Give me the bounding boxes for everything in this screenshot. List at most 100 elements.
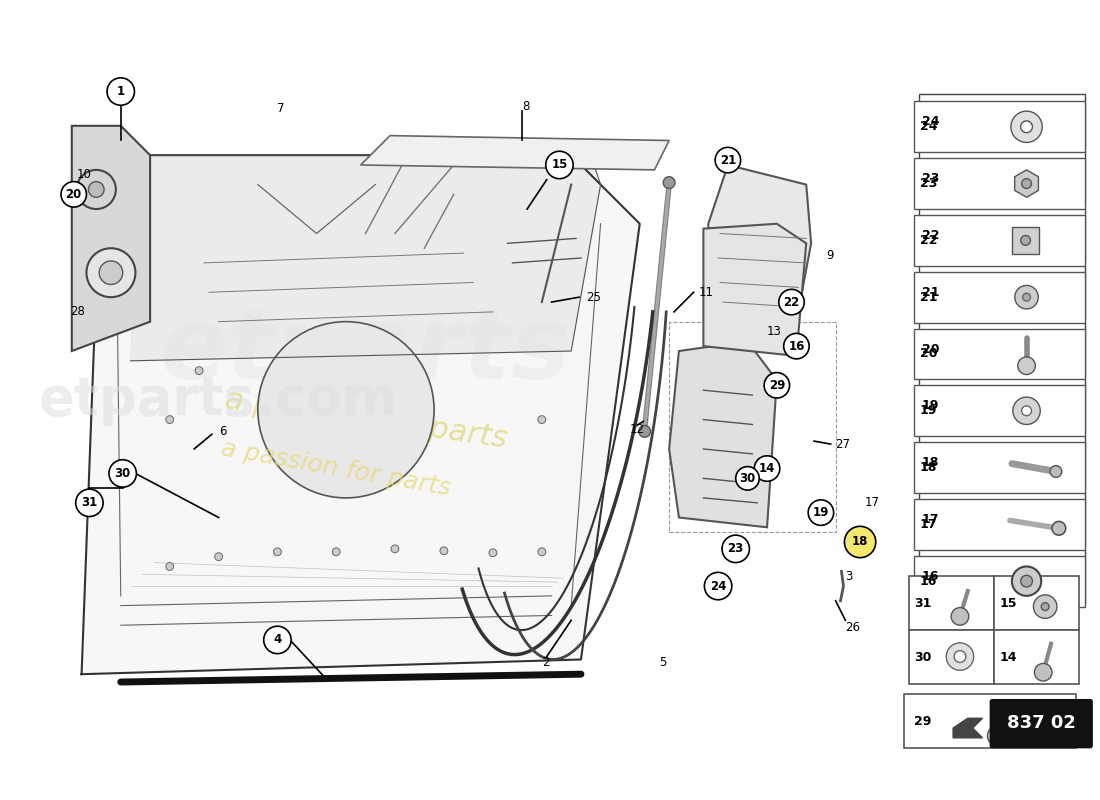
Text: 30: 30 [739, 472, 756, 485]
Text: 20: 20 [922, 342, 939, 355]
Text: 5: 5 [659, 656, 667, 669]
Circle shape [332, 548, 340, 556]
Circle shape [639, 426, 650, 438]
Circle shape [755, 456, 780, 482]
Text: 29: 29 [769, 379, 785, 392]
FancyBboxPatch shape [994, 576, 1079, 630]
Text: 16: 16 [922, 570, 939, 582]
Circle shape [274, 548, 282, 556]
Circle shape [1033, 595, 1057, 618]
FancyBboxPatch shape [918, 151, 1086, 205]
Text: 24: 24 [922, 115, 939, 128]
Circle shape [1042, 602, 1049, 610]
Polygon shape [72, 126, 150, 351]
Circle shape [946, 643, 974, 670]
Text: 7: 7 [277, 102, 285, 114]
FancyBboxPatch shape [914, 329, 1086, 379]
Text: 18: 18 [851, 535, 868, 549]
Text: 21: 21 [719, 154, 736, 166]
Circle shape [736, 466, 759, 490]
Text: 19: 19 [922, 399, 939, 412]
Text: 11: 11 [698, 286, 714, 298]
Circle shape [88, 182, 104, 198]
Circle shape [440, 547, 448, 554]
Text: 18: 18 [922, 456, 939, 469]
Circle shape [1013, 397, 1041, 425]
Circle shape [1011, 111, 1042, 142]
Text: 21: 21 [922, 286, 939, 298]
Text: a passion for parts: a passion for parts [219, 437, 453, 501]
Circle shape [87, 248, 135, 297]
Circle shape [1018, 357, 1035, 374]
Circle shape [99, 261, 123, 285]
Text: 22: 22 [920, 234, 937, 247]
Text: 30: 30 [114, 467, 131, 480]
Circle shape [257, 322, 434, 498]
FancyBboxPatch shape [904, 694, 1076, 748]
Text: 25: 25 [586, 290, 601, 304]
Text: 30: 30 [914, 651, 932, 664]
FancyBboxPatch shape [914, 215, 1086, 266]
Text: 17: 17 [920, 518, 937, 531]
Circle shape [166, 562, 174, 570]
Text: a passion for parts: a passion for parts [222, 386, 508, 454]
Circle shape [1012, 566, 1042, 596]
Circle shape [1050, 466, 1062, 478]
Circle shape [1023, 294, 1031, 301]
Text: 19: 19 [920, 404, 937, 418]
Text: 13: 13 [767, 325, 782, 338]
FancyBboxPatch shape [909, 576, 994, 630]
Circle shape [195, 366, 204, 374]
Text: 14: 14 [759, 462, 775, 475]
Circle shape [954, 650, 966, 662]
Polygon shape [953, 718, 982, 738]
Text: 9: 9 [826, 249, 834, 262]
Text: 23: 23 [920, 177, 937, 190]
Circle shape [1034, 663, 1052, 681]
FancyBboxPatch shape [914, 102, 1086, 152]
Circle shape [783, 334, 810, 359]
Circle shape [77, 170, 116, 209]
Circle shape [1015, 286, 1038, 309]
Circle shape [779, 290, 804, 315]
Circle shape [488, 549, 497, 557]
Text: 27: 27 [836, 438, 850, 450]
Text: 10: 10 [77, 168, 91, 182]
Circle shape [1022, 406, 1032, 416]
Text: 1: 1 [117, 85, 124, 98]
Text: 31: 31 [81, 496, 98, 510]
Text: 16: 16 [920, 574, 937, 588]
Circle shape [107, 78, 134, 106]
Text: 19: 19 [813, 506, 829, 519]
FancyBboxPatch shape [1012, 226, 1040, 254]
Polygon shape [131, 155, 601, 361]
Text: 12: 12 [630, 423, 645, 436]
FancyBboxPatch shape [918, 435, 1086, 489]
Circle shape [808, 500, 834, 526]
Text: 21: 21 [920, 290, 937, 304]
Text: 15: 15 [551, 158, 568, 171]
Circle shape [704, 572, 732, 600]
Circle shape [538, 416, 546, 423]
Text: 31: 31 [914, 597, 932, 610]
Text: 6: 6 [219, 425, 227, 438]
Circle shape [1022, 178, 1032, 189]
FancyBboxPatch shape [918, 265, 1086, 318]
Circle shape [988, 726, 1007, 746]
Text: 2: 2 [542, 656, 549, 669]
FancyBboxPatch shape [918, 492, 1086, 546]
FancyBboxPatch shape [994, 630, 1079, 684]
Polygon shape [708, 165, 811, 322]
FancyBboxPatch shape [918, 94, 1086, 148]
Text: 15: 15 [999, 597, 1016, 610]
Text: 24: 24 [920, 120, 937, 134]
Polygon shape [81, 155, 640, 674]
FancyBboxPatch shape [914, 386, 1086, 436]
Text: 4: 4 [273, 634, 282, 646]
Circle shape [952, 608, 969, 626]
Circle shape [166, 416, 174, 423]
Circle shape [845, 526, 876, 558]
Circle shape [214, 553, 222, 561]
Polygon shape [1014, 170, 1038, 198]
Circle shape [1021, 575, 1033, 587]
